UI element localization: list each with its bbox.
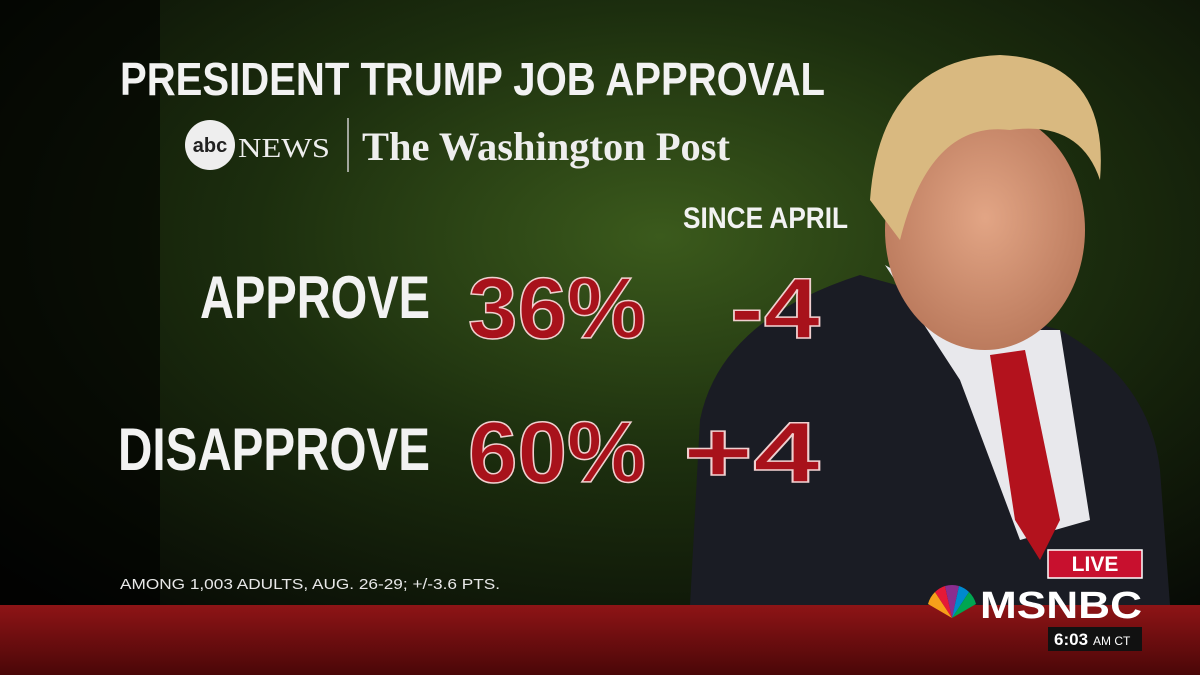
footnote: AMONG 1,003 ADULTS, AUG. 26-29; +/-3.6 P… — [120, 576, 500, 593]
live-label: LIVE — [1072, 553, 1119, 576]
title: PRESIDENT TRUMP JOB APPROVAL — [120, 53, 825, 105]
abc-mark: abc — [193, 135, 227, 157]
time-box — [1048, 627, 1142, 651]
row-label: DISAPPROVE — [118, 416, 430, 483]
live-badge — [1047, 549, 1143, 579]
percentage: 60% — [468, 405, 646, 501]
change: +4 — [683, 405, 820, 501]
abc-logo — [185, 120, 235, 170]
row-label: APPROVE — [200, 264, 430, 331]
column-header: SINCE APRIL — [683, 202, 848, 235]
abc-name: NEWS — [238, 133, 330, 163]
change: -4 — [730, 261, 820, 357]
percentage: 36% — [468, 261, 646, 357]
time: 6:03 — [1054, 630, 1088, 649]
peacock-logo — [928, 585, 976, 618]
post-logo: The Washington Post — [362, 124, 731, 169]
time-zone: AM CT — [1093, 634, 1131, 648]
lower-bar — [0, 605, 1200, 675]
network-name: MSNBC — [980, 585, 1142, 627]
vignette — [0, 0, 160, 675]
photo — [690, 55, 1170, 605]
